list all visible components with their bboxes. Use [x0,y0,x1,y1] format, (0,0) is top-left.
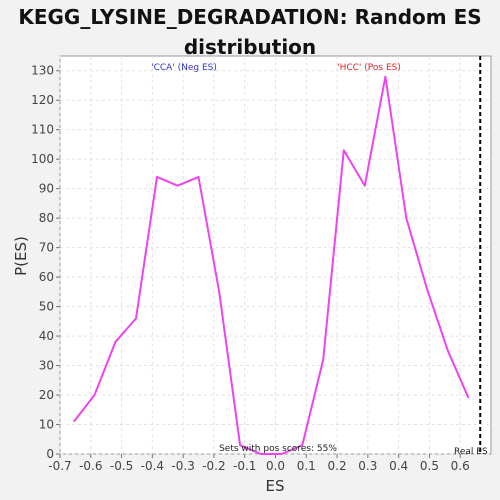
y-tick-label: 20 [39,388,54,402]
grid-lines [59,56,491,455]
y-axis-ticks: 0 10 20 30 40 50 60 70 80 90 100 110 120 130 [31,64,60,461]
y-tick-label: 0 [46,447,54,461]
x-tick-label: -0.3 [171,459,194,473]
y-tick-label: 110 [31,123,54,137]
x-tick-label: 0.6 [451,459,470,473]
chart-title-line2: distribution [183,35,317,59]
y-tick-label: 90 [39,182,54,196]
series-lines [73,56,482,455]
y-tick-label: 120 [31,93,54,107]
y-tick-label: 70 [39,241,54,255]
y-tick-label: 40 [39,329,54,343]
x-axis-ticks: -0.7 -0.6 -0.5 -0.4 -0.3 -0.2 -0.1 0.0 0.1 0.2 0.3… [48,454,470,473]
x-axis-label: ES [266,477,285,495]
x-tick-label: 0.1 [297,459,316,473]
x-tick-label: 0.2 [328,459,347,473]
x-tick-label: 0.0 [266,459,285,473]
y-tick-label: 10 [39,418,54,432]
neg-es-label: 'CCA' (Neg ES) [151,63,217,73]
y-tick-label: 50 [39,300,54,314]
real-es-label: Real ES [454,447,488,457]
y-tick-label: 80 [39,211,54,225]
x-tick-label: -0.6 [79,459,102,473]
pos-scores-footnote: Sets with pos scores: 55% [219,444,337,454]
y-axis-label: P(ES) [12,236,30,276]
chart-title: KEGG_LYSINE_DEGRADATION: Random ES distr… [0,2,500,62]
y-tick-label: 100 [31,152,54,166]
y-tick-label: 60 [39,270,54,284]
x-tick-label: -0.4 [141,459,164,473]
series-line [73,75,470,455]
x-tick-label: -0.7 [48,459,71,473]
annotations: 'CCA' (Neg ES) 'HCC' (Pos ES) Sets with … [151,63,488,457]
x-tick-label: 0.4 [389,459,408,473]
chart-title-line1: KEGG_LYSINE_DEGRADATION: Random ES [18,5,482,29]
y-tick-label: 130 [31,64,54,78]
x-tick-label: -0.5 [110,459,133,473]
x-tick-label: -0.2 [202,459,225,473]
y-tick-label: 30 [39,359,54,373]
x-tick-label: 0.3 [358,459,377,473]
pos-es-label: 'HCC' (Pos ES) [337,63,401,73]
x-tick-label: -0.1 [233,459,256,473]
x-tick-label: 0.5 [420,459,439,473]
